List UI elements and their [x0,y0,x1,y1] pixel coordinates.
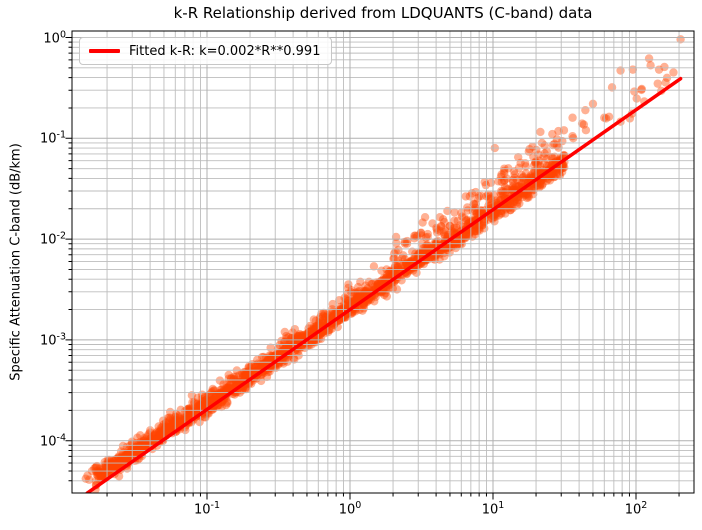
y-tick-label: 10-3 [39,331,66,349]
y-tick-label: 10-2 [39,230,66,248]
y-axis-label: Specific Attenuation C-band (dB/km) [8,143,24,381]
y-tick-label: 10-1 [39,129,66,147]
x-tick-label: 100 [338,500,362,518]
legend: Fitted k-R: k=0.002*R**0.991 [79,37,333,65]
legend-label: Fitted k-R: k=0.002*R**0.991 [129,43,321,59]
x-tick-label: 102 [624,500,648,518]
legend-line-sample [89,49,120,53]
y-tick-label: 100 [43,28,66,47]
y-tick-label: 10-4 [39,432,66,450]
x-tick-label: 10-1 [193,500,221,518]
x-tick-label: 101 [481,500,505,518]
chart-title: k-R Relationship derived from LDQUANTS (… [173,4,593,22]
